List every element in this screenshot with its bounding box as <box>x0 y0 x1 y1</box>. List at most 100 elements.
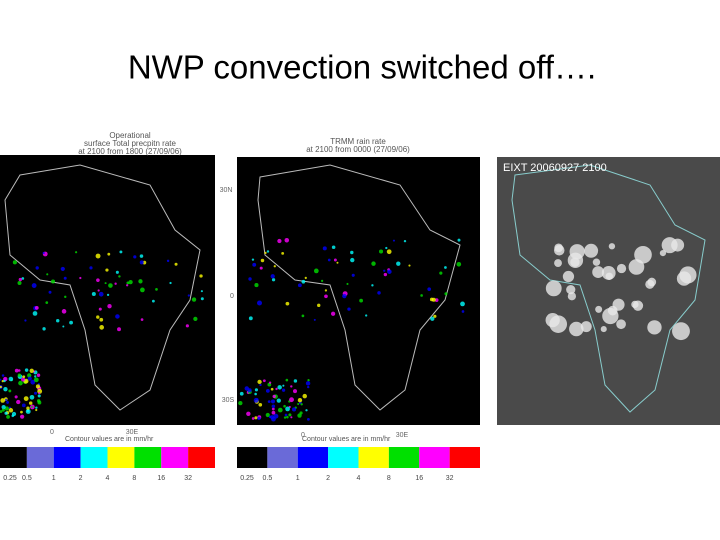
panel-title: surface Total precpitn rate <box>84 139 176 148</box>
rain-dot <box>27 376 32 381</box>
rain-dot <box>331 245 336 250</box>
cloud-blob <box>595 305 603 313</box>
cloud-blob <box>562 270 575 283</box>
rain-dot <box>379 249 384 254</box>
colorbar-label: 0.25 <box>240 475 254 482</box>
rain-dot <box>104 282 107 285</box>
rain-dot <box>6 414 10 419</box>
cloud-blob <box>580 321 592 333</box>
rain-dot <box>277 238 282 244</box>
rain-dot <box>0 385 2 389</box>
rain-dot <box>387 269 392 274</box>
rain-dot <box>1 405 6 410</box>
axis-label: 0 <box>230 293 234 300</box>
rain-dot <box>31 283 37 288</box>
rain-dot <box>252 262 257 267</box>
rain-dot <box>350 257 355 263</box>
rain-dot <box>290 385 293 388</box>
cloud-blob <box>671 238 685 252</box>
rain-dot <box>270 274 275 279</box>
trmm-map <box>237 157 480 425</box>
rain-dot <box>193 316 198 321</box>
rain-dot <box>359 298 363 303</box>
cloud-blob <box>634 245 652 264</box>
cloud-blob <box>628 259 645 275</box>
rain-dot <box>254 388 258 392</box>
colorbar-swatch <box>53 447 81 468</box>
rain-dot <box>29 394 35 400</box>
rain-dot <box>106 293 110 297</box>
rain-dot <box>27 373 32 378</box>
rain-dot <box>36 373 41 377</box>
rain-dot <box>283 416 287 419</box>
rain-dot <box>0 378 2 381</box>
rain-dot <box>1 408 5 412</box>
rain-dot <box>79 276 82 280</box>
panel-title: at 2100 from 1800 (27/09/06) <box>78 147 182 156</box>
rain-dot <box>37 400 42 405</box>
rain-dot <box>6 401 9 404</box>
colorbar-caption: Contour values are in mm/hr <box>65 436 154 443</box>
rain-dot <box>62 325 65 328</box>
rain-dot <box>35 406 38 409</box>
rain-dot <box>461 310 465 313</box>
rain-dot <box>18 369 21 372</box>
rain-dot <box>322 246 327 251</box>
rain-dot <box>21 403 26 408</box>
rain-dot <box>42 251 45 255</box>
rain-dot <box>284 237 290 243</box>
rain-dot <box>115 314 120 319</box>
rain-dot <box>17 280 22 286</box>
cloud-blob <box>592 258 601 266</box>
rain-dot <box>456 261 462 267</box>
rain-dot <box>420 294 423 297</box>
rain-dot <box>396 261 401 266</box>
rain-dot <box>21 277 25 280</box>
colorbar-swatch <box>419 447 450 468</box>
rain-dot <box>126 284 129 287</box>
cloud-blob <box>602 307 619 325</box>
colorbar-label: 8 <box>132 475 136 482</box>
rain-dot <box>37 394 41 398</box>
rain-dot <box>336 261 339 264</box>
rain-dot <box>346 282 349 285</box>
rain-dot <box>251 417 255 420</box>
rain-dot <box>200 297 204 301</box>
rain-dot <box>383 272 388 277</box>
rain-dot <box>383 269 386 272</box>
cloud-blob <box>608 243 616 250</box>
rain-dot <box>166 259 170 263</box>
rain-dot <box>313 318 316 321</box>
rain-dot <box>266 250 270 253</box>
rain-dot <box>107 252 111 256</box>
rain-dot <box>301 314 305 318</box>
rain-dot <box>151 299 155 303</box>
rain-dot <box>133 255 137 259</box>
rain-dot <box>35 408 38 412</box>
rain-dot <box>281 388 286 392</box>
rain-dot <box>199 274 203 278</box>
rain-dot <box>96 278 100 282</box>
rain-dot <box>259 383 262 387</box>
cloud-blob <box>567 252 584 269</box>
rain-dot <box>430 316 435 321</box>
rain-dot <box>254 416 258 420</box>
rain-dot <box>327 258 331 262</box>
panel-title: Operational <box>109 131 151 140</box>
rain-dot <box>271 407 275 411</box>
rain-dot <box>105 268 109 272</box>
rain-dot <box>238 400 243 406</box>
rain-dot <box>257 300 262 306</box>
rain-dot <box>313 268 319 274</box>
colorbar-label: 0.5 <box>263 475 273 482</box>
coastlines <box>4 164 706 413</box>
rain-dot <box>8 376 14 382</box>
satellite-label: EIXT 20060927 2100 <box>503 162 607 174</box>
rain-dot <box>271 278 276 282</box>
cloud-blob <box>545 280 562 297</box>
rain-dot <box>283 404 286 408</box>
rain-dot <box>257 379 262 385</box>
rain-dot <box>34 306 39 310</box>
rain-dot <box>99 317 104 322</box>
